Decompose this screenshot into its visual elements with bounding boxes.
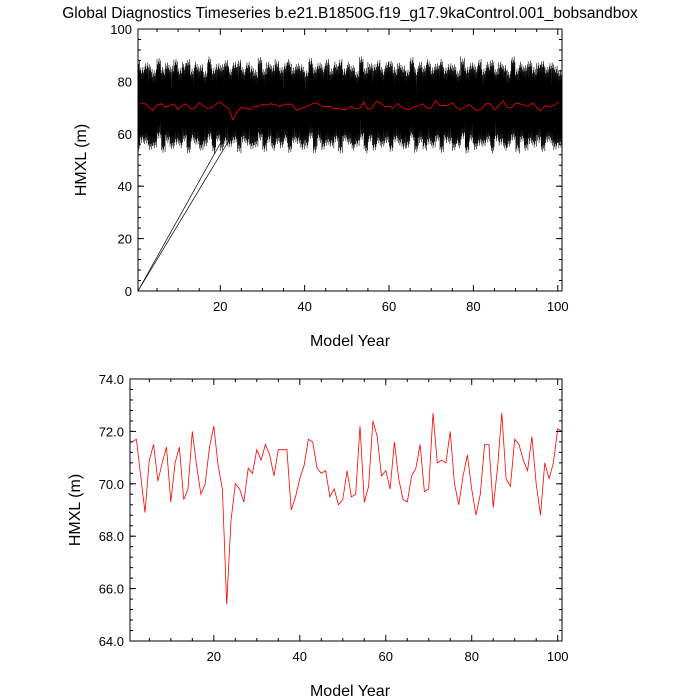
monthly-series-line — [137, 56, 563, 154]
x-tick-label: 40 — [293, 649, 307, 664]
top-y-axis-label: HMXL (m) — [73, 124, 90, 196]
x-tick-label: 80 — [464, 649, 478, 664]
top-plot-frame — [137, 28, 563, 292]
bottom-panel: 20 40 60 80 100 64.0 66.0 68.0 70.0 72.0 74.0 Mod… — [67, 372, 569, 700]
figure-title: Global Diagnostics Timeseries b.e21.B185… — [62, 5, 638, 22]
top-y-ticks: 0 20 40 60 80 100 — [110, 22, 562, 299]
top-x-ticks: 20 40 60 80 100 — [156, 29, 569, 314]
y-tick-label: 74.0 — [99, 372, 124, 387]
top-x-axis-label: Model Year — [310, 333, 391, 350]
top-series-annual — [140, 99, 563, 121]
y-tick-label: 64.0 — [99, 634, 124, 649]
y-tick-label: 0 — [125, 284, 132, 299]
top-series-monthly — [137, 56, 563, 292]
spinup-line — [137, 112, 246, 292]
y-tick-label: 100 — [110, 22, 132, 37]
bottom-y-ticks: 64.0 66.0 68.0 70.0 72.0 74.0 — [99, 372, 562, 649]
x-tick-label: 20 — [213, 299, 227, 314]
x-tick-label: 80 — [466, 299, 480, 314]
y-tick-label: 40 — [118, 179, 132, 194]
bottom-plot-frame — [129, 378, 563, 642]
annual-mean-line — [131, 413, 563, 605]
annual-mean-line — [140, 99, 563, 121]
y-tick-label: 70.0 — [99, 477, 124, 492]
y-tick-label: 60 — [118, 127, 132, 142]
x-tick-label: 100 — [547, 649, 569, 664]
spinup-line — [137, 120, 234, 292]
x-tick-label: 100 — [547, 299, 569, 314]
x-tick-label: 60 — [379, 649, 393, 664]
top-panel: 20 40 60 80 100 0 20 40 60 80 100 Model Year HMXL… — [73, 22, 569, 350]
x-tick-label: 40 — [297, 299, 311, 314]
y-tick-label: 66.0 — [99, 582, 124, 597]
x-tick-label: 20 — [207, 649, 221, 664]
y-tick-label: 20 — [118, 232, 132, 247]
x-tick-label: 60 — [382, 299, 396, 314]
bottom-y-axis-label: HMXL (m) — [67, 474, 84, 546]
bottom-x-axis-label: Model Year — [310, 683, 391, 700]
bottom-series-annual — [131, 413, 563, 605]
y-tick-label: 72.0 — [99, 424, 124, 439]
y-tick-label: 80 — [118, 74, 132, 89]
y-tick-label: 68.0 — [99, 529, 124, 544]
bottom-x-ticks: 20 40 60 80 100 — [148, 379, 569, 664]
